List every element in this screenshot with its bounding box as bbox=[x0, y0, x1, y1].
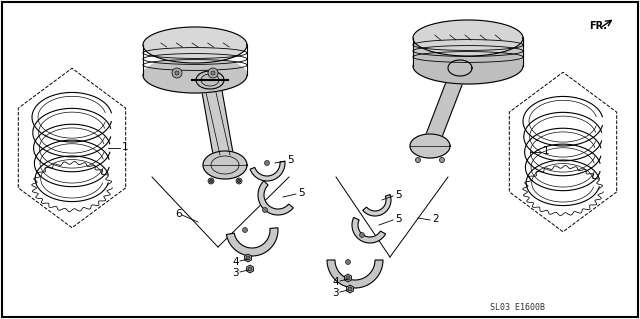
Polygon shape bbox=[363, 195, 391, 216]
Polygon shape bbox=[344, 274, 351, 282]
Text: 5: 5 bbox=[287, 155, 294, 165]
Polygon shape bbox=[244, 254, 252, 262]
Text: 5: 5 bbox=[395, 190, 402, 200]
Circle shape bbox=[209, 180, 212, 182]
Polygon shape bbox=[448, 60, 472, 76]
Circle shape bbox=[348, 287, 352, 291]
Circle shape bbox=[211, 71, 215, 75]
Polygon shape bbox=[410, 134, 450, 158]
Polygon shape bbox=[352, 217, 385, 243]
Circle shape bbox=[246, 256, 250, 260]
Circle shape bbox=[346, 276, 350, 280]
Circle shape bbox=[208, 178, 214, 184]
Circle shape bbox=[262, 207, 268, 212]
Text: 2: 2 bbox=[432, 214, 438, 224]
Text: 5: 5 bbox=[298, 188, 305, 198]
Text: SL03 E1600B: SL03 E1600B bbox=[490, 303, 545, 313]
Circle shape bbox=[264, 160, 269, 166]
Polygon shape bbox=[196, 71, 224, 89]
Circle shape bbox=[237, 180, 241, 182]
Circle shape bbox=[243, 227, 248, 233]
Text: 3: 3 bbox=[332, 288, 339, 298]
Text: 1: 1 bbox=[122, 142, 129, 152]
Polygon shape bbox=[203, 151, 247, 179]
Circle shape bbox=[415, 158, 420, 162]
Circle shape bbox=[175, 71, 179, 75]
Polygon shape bbox=[143, 57, 247, 93]
Polygon shape bbox=[413, 38, 523, 66]
Polygon shape bbox=[246, 265, 253, 273]
Text: 5: 5 bbox=[395, 214, 402, 224]
Polygon shape bbox=[250, 161, 285, 181]
Text: 3: 3 bbox=[232, 268, 239, 278]
Circle shape bbox=[346, 259, 351, 264]
Text: 1: 1 bbox=[543, 146, 550, 156]
Polygon shape bbox=[327, 260, 383, 288]
Polygon shape bbox=[422, 65, 467, 149]
Circle shape bbox=[208, 68, 218, 78]
Circle shape bbox=[440, 158, 445, 162]
Polygon shape bbox=[413, 20, 523, 56]
Circle shape bbox=[236, 178, 242, 184]
Text: 4: 4 bbox=[232, 257, 239, 267]
Text: 6: 6 bbox=[175, 209, 182, 219]
Polygon shape bbox=[346, 285, 353, 293]
Circle shape bbox=[360, 233, 365, 238]
Text: FR.: FR. bbox=[589, 21, 607, 31]
Polygon shape bbox=[413, 48, 523, 84]
Polygon shape bbox=[227, 228, 278, 256]
Polygon shape bbox=[200, 78, 235, 167]
Polygon shape bbox=[143, 27, 247, 63]
Circle shape bbox=[172, 68, 182, 78]
Circle shape bbox=[248, 267, 252, 271]
Polygon shape bbox=[258, 181, 293, 215]
Text: 4: 4 bbox=[332, 277, 339, 287]
